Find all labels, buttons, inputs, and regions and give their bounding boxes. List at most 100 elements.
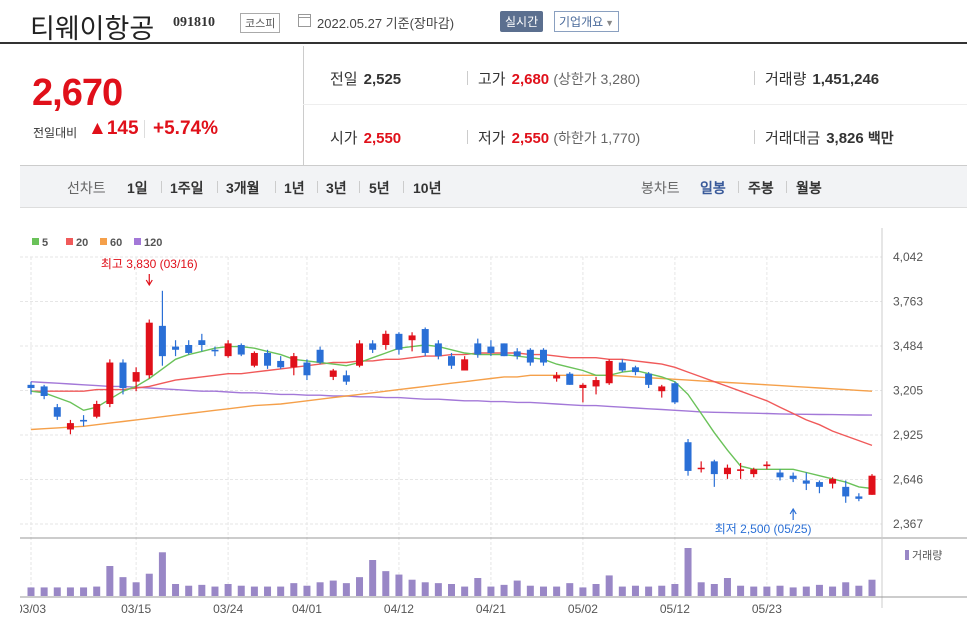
candle-body: [421, 329, 429, 353]
x-tick-label: 03/15: [121, 602, 151, 616]
chevron-down-icon: ▼: [605, 18, 615, 28]
candle-body: [145, 322, 153, 376]
y-tick-label: 2,925: [893, 428, 923, 442]
tab-daily[interactable]: 일봉: [700, 180, 726, 196]
candle-body: [829, 478, 837, 484]
volume-bar: [342, 583, 350, 596]
volume-bar: [461, 586, 469, 596]
divider: [467, 71, 468, 85]
low-value: 2,550: [511, 130, 550, 147]
volume-legend-swatch: [905, 550, 909, 560]
open-value: 2,550: [363, 130, 402, 147]
candle-body: [645, 373, 653, 385]
candle-body: [185, 344, 193, 353]
tab-5y[interactable]: 5년: [369, 180, 390, 196]
ma120-line: [30, 381, 873, 416]
volume-bar: [579, 587, 587, 596]
candle-body: [487, 346, 495, 353]
candle-body: [474, 343, 482, 355]
tab-weekly[interactable]: 주봉: [748, 180, 774, 196]
volume-bar: [66, 587, 74, 596]
volume-bar: [645, 586, 653, 596]
candle-body: [579, 384, 587, 389]
volume-bar: [697, 582, 705, 596]
y-tick-label: 3,763: [893, 295, 923, 309]
volume-bar: [605, 575, 613, 596]
legend-label: 120: [144, 237, 162, 249]
tab-monthly[interactable]: 월봉: [796, 180, 822, 196]
y-tick-label: 4,042: [893, 250, 923, 264]
open-label: 시가: [330, 130, 358, 147]
volume-bar: [448, 584, 455, 596]
market-badge: 코스피: [240, 13, 281, 33]
divider: [359, 181, 360, 193]
candle-body: [461, 359, 469, 371]
volume-bar: [356, 577, 364, 596]
x-tick-label: 04/21: [476, 602, 506, 616]
volume-bar: [487, 586, 495, 596]
company-overview-dropdown[interactable]: 기업개요 ▼: [554, 11, 620, 32]
candle-body: [763, 464, 771, 467]
volume-bar: [53, 587, 61, 596]
ma60-line: [30, 374, 873, 431]
x-tick-label: 05/23: [752, 602, 782, 616]
volume-bar: [132, 582, 140, 596]
volume-label: 거래량: [765, 71, 807, 88]
x-tick-label: 04/01: [292, 602, 322, 616]
volume-bar: [592, 584, 600, 596]
volume-bar: [474, 578, 482, 596]
y-tick-label: 3,205: [893, 384, 923, 398]
realtime-button[interactable]: 실시간: [500, 11, 544, 32]
candle-body: [631, 367, 639, 373]
volume-bar: [631, 585, 639, 596]
candle-body: [303, 362, 311, 376]
prev-close-stat: 전일 2,525: [330, 68, 401, 89]
tab-3m[interactable]: 3개월: [226, 180, 260, 196]
volume-bar: [277, 586, 285, 596]
candle-body: [658, 386, 666, 392]
candle-body: [815, 482, 823, 487]
tab-1d[interactable]: 1일: [127, 180, 148, 196]
y-tick-label: 2,646: [893, 473, 923, 487]
high-label: 고가: [478, 71, 506, 88]
tab-1y[interactable]: 1년: [284, 180, 305, 196]
volume-bar: [329, 580, 337, 596]
volume-bar: [250, 586, 258, 596]
amount-label: 거래대금: [765, 130, 821, 147]
prev-close-label: 전일: [330, 71, 358, 88]
legend-swatch: [100, 238, 107, 245]
volume-bar: [566, 583, 574, 596]
candle-body: [776, 472, 784, 478]
candle-body: [710, 461, 718, 475]
volume-bar: [237, 585, 245, 596]
volume-bar: [815, 584, 823, 596]
candle-body: [316, 349, 324, 363]
tab-10y[interactable]: 10년: [413, 180, 442, 196]
volume-value: 1,451,246: [812, 71, 880, 88]
x-tick-label: 03/24: [213, 602, 243, 616]
candle-body: [802, 480, 810, 484]
y-tick-label: 2,367: [893, 517, 923, 531]
candle-body: [605, 360, 613, 384]
divider: [467, 130, 468, 144]
candle-body: [566, 373, 574, 385]
tab-1w[interactable]: 1주일: [170, 180, 204, 196]
volume-bar: [842, 582, 850, 596]
volume-bar: [553, 586, 561, 596]
candle-body: [198, 340, 206, 345]
volume-bar: [500, 584, 508, 596]
volume-bar: [408, 579, 416, 596]
line-chart-label: 선차트: [67, 180, 106, 196]
tab-3y[interactable]: 3년: [326, 180, 347, 196]
x-tick-label: 03/03: [20, 602, 46, 616]
volume-bar: [868, 579, 876, 596]
x-tick-label: 05/12: [660, 602, 690, 616]
candle-body: [526, 349, 534, 363]
legend-swatch: [32, 238, 39, 245]
volume-bar: [80, 587, 88, 596]
volume-bar: [763, 586, 771, 596]
volume-bar: [158, 552, 166, 596]
current-price: 2,670: [32, 72, 123, 114]
candle-body: [750, 469, 758, 475]
volume-bar: [421, 582, 429, 596]
